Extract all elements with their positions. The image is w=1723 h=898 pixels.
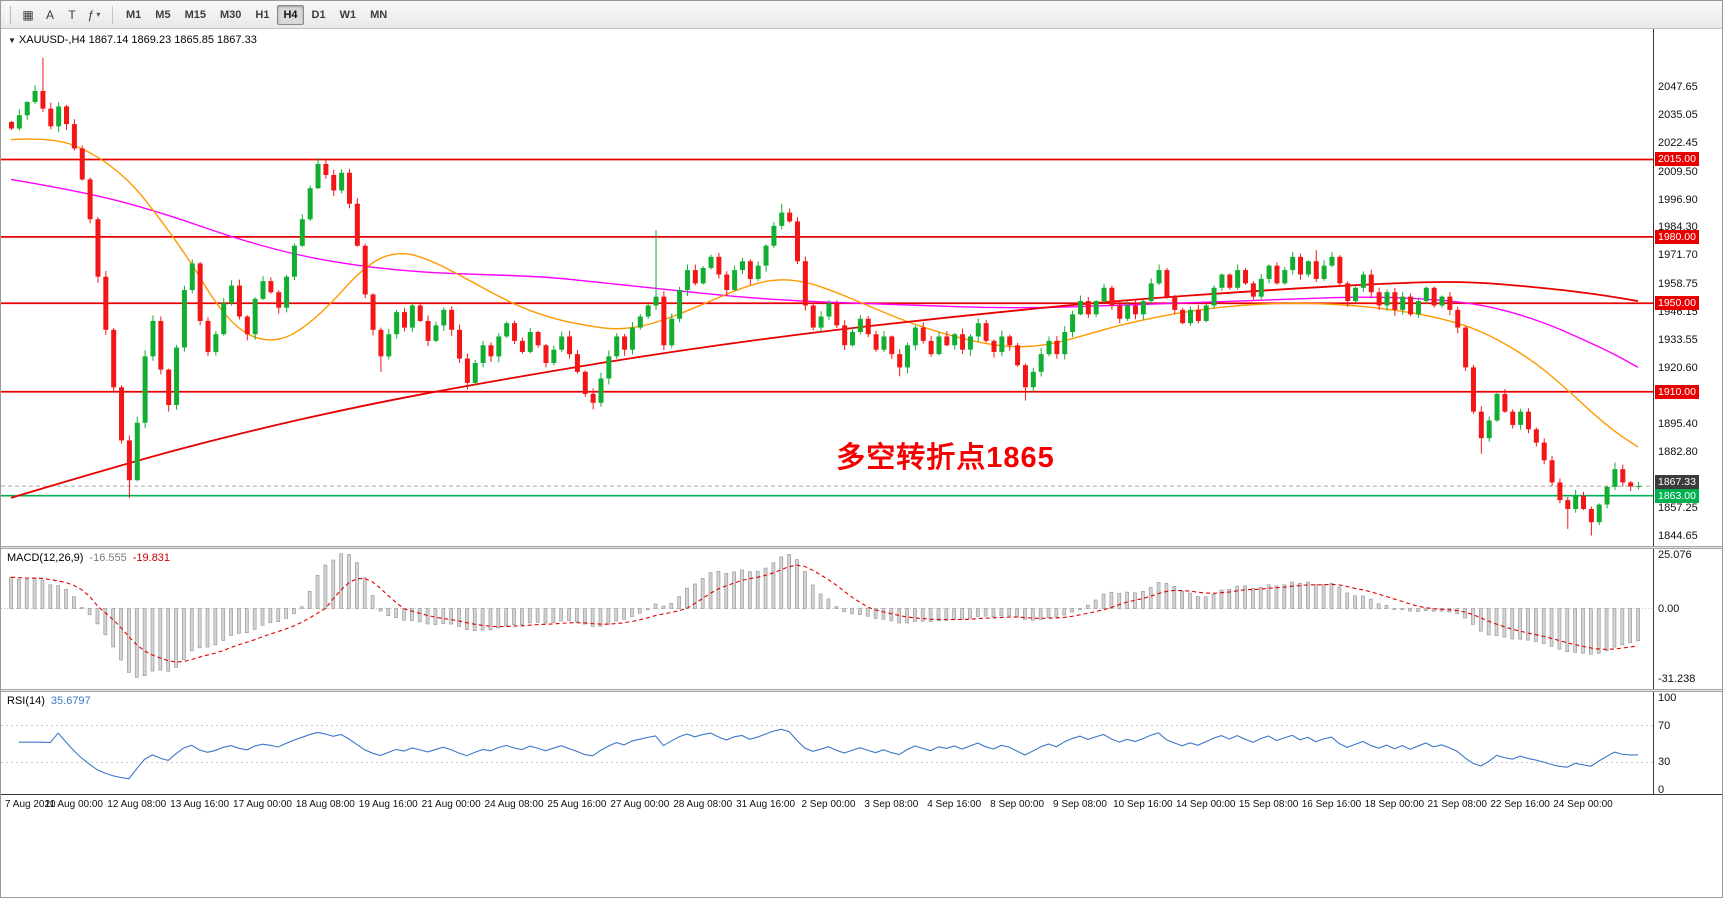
- time-axis-label: 18 Aug 08:00: [295, 799, 355, 810]
- time-axis-label: 24 Aug 08:00: [484, 799, 544, 810]
- main-chart-canvas[interactable]: [1, 29, 1653, 546]
- price-tick-label: 1857.25: [1658, 502, 1698, 515]
- price-tick-label: 2047.65: [1658, 81, 1698, 94]
- price-tick-label: 2035.05: [1658, 109, 1698, 122]
- time-axis-label: 22 Sep 16:00: [1490, 799, 1550, 810]
- timeframe-button-w1[interactable]: W1: [334, 5, 363, 25]
- time-axis-label: 25 Aug 16:00: [547, 799, 607, 810]
- rsi-axis[interactable]: 100 70 30 0: [1653, 692, 1722, 796]
- timeframe-button-m15[interactable]: M15: [179, 5, 212, 25]
- price-tick-label: 2009.50: [1658, 165, 1698, 178]
- time-axis-label: 10 Sep 16:00: [1113, 799, 1173, 810]
- price-tick-label: 1882.80: [1658, 445, 1698, 458]
- bid-price-badge: 1867.33: [1655, 475, 1699, 490]
- timeframe-button-m5[interactable]: M5: [149, 5, 176, 25]
- chart-annotation-text: 多空转折点1865: [836, 441, 1055, 474]
- timeframe-button-mn[interactable]: MN: [364, 5, 393, 25]
- macd-tick-label: 25.076: [1658, 549, 1692, 561]
- panel-splitter[interactable]: [1, 689, 1722, 692]
- timeframe-button-m1[interactable]: M1: [120, 5, 147, 25]
- price-tick-label: 1920.60: [1658, 362, 1698, 375]
- timeframe-button-m30[interactable]: M30: [214, 5, 247, 25]
- toolbar-drag-handle[interactable]: [6, 5, 11, 24]
- bottom-filler: [1, 816, 1722, 897]
- macd-value-signal: -19.831: [132, 552, 171, 564]
- time-axis-label: 8 Sep 00:00: [990, 799, 1045, 810]
- rsi-tick-label: 70: [1658, 719, 1671, 732]
- price-tick-label: 1996.90: [1658, 193, 1698, 206]
- rsi-tick-label: 100: [1658, 692, 1677, 704]
- time-axis-label: 14 Sep 00:00: [1175, 799, 1236, 810]
- chart-info-line: ▼ XAUUSD-,H4 1867.14 1869.23 1865.85 1867…: [8, 34, 257, 46]
- macd-value-main: -16.555: [89, 552, 127, 564]
- time-axis-label: 19 Aug 16:00: [358, 799, 418, 810]
- timeframe-button-h4[interactable]: H4: [277, 4, 304, 25]
- rsi-tick-label: 0: [1658, 784, 1665, 796]
- time-axis-label: 2 Sep 00:00: [801, 799, 856, 810]
- macd-panel: [1, 549, 1653, 689]
- time-axis-label: 27 Aug 00:00: [610, 799, 670, 810]
- rsi-canvas[interactable]: [1, 692, 1653, 794]
- price-level-badge: 1910.00: [1655, 384, 1699, 399]
- price-level-badge: 1980.00: [1655, 229, 1699, 244]
- time-axis-label: 28 Aug 08:00: [673, 799, 733, 810]
- macd-tick-label: 0.00: [1658, 602, 1680, 615]
- time-axis-label: 4 Sep 16:00: [927, 799, 982, 810]
- toolbar-text-tool-icon[interactable]: T: [61, 4, 83, 25]
- chart-info-text: XAUUSD-,H4 1867.14 1869.23 1865.85 1867.…: [18, 34, 257, 46]
- timeframe-button-h1[interactable]: H1: [249, 5, 275, 25]
- price-tick-label: 1958.75: [1658, 277, 1698, 290]
- time-axis[interactable]: 7 Aug 2020 11 Aug 00:00 12 Aug 08:00 13 Aug…: [1, 794, 1722, 816]
- macd-label: MACD(12,26,9) -16.555 -19.831: [7, 552, 170, 564]
- time-axis-label: 11 Aug 00:00: [44, 799, 103, 810]
- toolbar-chart-window-icon[interactable]: ▦: [17, 4, 39, 25]
- price-tick-label: 1844.65: [1658, 530, 1698, 543]
- toolbar-separator: [112, 5, 113, 24]
- rsi-panel: [1, 692, 1653, 794]
- price-level-badge: 2015.00: [1655, 152, 1699, 167]
- price-tick-label: 1933.55: [1658, 333, 1698, 346]
- price-level-badge: 1863.00: [1655, 488, 1699, 503]
- chevron-down-icon: ▾: [96, 10, 101, 19]
- time-axis-label: 3 Sep 08:00: [864, 799, 919, 810]
- price-tick-label: 2022.45: [1658, 137, 1698, 150]
- time-axis-label: 16 Sep 16:00: [1301, 799, 1362, 810]
- toolbar-cursor-tool-icon[interactable]: A: [39, 4, 61, 25]
- time-axis-label: 15 Sep 08:00: [1238, 799, 1299, 810]
- price-level-badge: 1950.00: [1655, 296, 1699, 311]
- rsi-name: RSI(14): [7, 695, 45, 707]
- price-axis[interactable]: 2047.65 2035.05 2022.45 2009.50 1996.90 1984.…: [1653, 29, 1722, 546]
- panel-splitter[interactable]: [1, 546, 1722, 549]
- toolbar-indicators-icon[interactable]: ƒ ▾: [83, 4, 105, 25]
- rsi-tick-label: 30: [1658, 756, 1671, 769]
- price-tick-label: 1895.40: [1658, 418, 1698, 431]
- macd-canvas[interactable]: [1, 549, 1653, 689]
- time-axis-label: 31 Aug 16:00: [736, 799, 796, 810]
- time-axis-label: 13 Aug 16:00: [170, 799, 230, 810]
- macd-name: MACD(12,26,9): [7, 552, 84, 564]
- main-chart-panel: [1, 29, 1653, 546]
- macd-tick-label: -31.238: [1658, 672, 1696, 685]
- time-axis-label: 12 Aug 08:00: [107, 799, 167, 810]
- rsi-value: 35.6797: [50, 695, 91, 707]
- time-axis-label: 24 Sep 00:00: [1553, 799, 1613, 810]
- time-axis-label: 9 Sep 08:00: [1052, 799, 1107, 810]
- object-marker-icon: ▼: [8, 36, 16, 45]
- time-axis-label: 7 Aug 2020: [5, 799, 56, 810]
- time-axis-label: 21 Aug 00:00: [421, 799, 481, 810]
- time-axis-label: 18 Sep 00:00: [1364, 799, 1425, 810]
- price-tick-label: 1971.70: [1658, 249, 1698, 262]
- time-axis-label: 17 Aug 00:00: [233, 799, 292, 810]
- macd-axis[interactable]: 25.076 0.00 -31.238: [1653, 549, 1722, 689]
- timeframe-button-d1[interactable]: D1: [306, 5, 332, 25]
- time-axis-label: 21 Sep 08:00: [1427, 799, 1487, 810]
- rsi-label: RSI(14) 35.6797: [7, 695, 91, 707]
